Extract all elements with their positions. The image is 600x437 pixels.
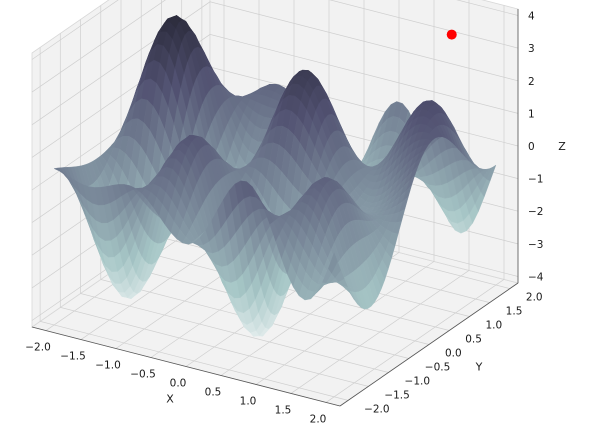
- z-grid-line: [31, 34, 519, 158]
- z-tick-label: −3: [528, 239, 543, 251]
- z-tick-label: 2: [528, 76, 535, 88]
- x-axis-label: X: [166, 393, 174, 406]
- x-tick-label: 0.5: [205, 386, 222, 398]
- y-grid-line: [100, 5, 409, 359]
- x-axis-line: [31, 326, 341, 407]
- y-axis-label: Y: [475, 361, 483, 374]
- x-grid-line: [290, 0, 470, 394]
- y-tick-label: 0.0: [445, 348, 462, 360]
- z-tick-label: 4: [528, 11, 535, 23]
- y-tick-label: −0.5: [425, 361, 451, 373]
- tick-labels: −2.0−1.5−1.0−0.50.00.51.01.52.0−2.0−1.5−…: [25, 11, 544, 426]
- x-grid-line: [325, 5, 505, 403]
- y-tick-label: −1.0: [405, 375, 431, 387]
- surface-mesh: [53, 15, 497, 337]
- peak-marker: [446, 29, 457, 40]
- z-tick-label: −4: [528, 271, 544, 283]
- peak-marker-layer: [446, 29, 457, 40]
- y-tick-label: 1.0: [485, 320, 502, 332]
- surface-facet: [328, 252, 338, 274]
- y-grid-line: [80, 19, 389, 373]
- z-tick-label: −2: [528, 206, 543, 218]
- y-tick-label: 0.5: [465, 334, 482, 346]
- x-tick-label: 2.0: [310, 413, 327, 425]
- z-tick-label: 1: [528, 108, 535, 120]
- x-tick-label: −1.5: [60, 351, 86, 363]
- z-grid-line: [31, 0, 519, 60]
- y-tick-label: 2.0: [526, 292, 543, 304]
- x-tick-label: 0.0: [170, 378, 187, 390]
- x-grid-line: [255, 0, 435, 385]
- z-axis-label: Z: [558, 140, 566, 153]
- y-tick-label: −2.0: [364, 403, 390, 415]
- z-grid-line: [31, 1, 519, 126]
- x-tick-label: −0.5: [130, 369, 156, 381]
- y-axis-line: [339, 282, 519, 407]
- y-grid-line: [59, 33, 369, 387]
- y-grid-line: [39, 47, 349, 401]
- z-grid-line: [31, 0, 519, 93]
- y-tick-label: 1.5: [506, 306, 523, 318]
- x-tick-label: 1.5: [275, 404, 292, 416]
- y-tick-label: −1.5: [384, 389, 410, 401]
- z-tick-label: 3: [528, 43, 535, 55]
- z-tick-label: −1: [528, 174, 543, 186]
- z-tick-label: 0: [528, 141, 535, 153]
- x-tick-label: −2.0: [25, 342, 51, 354]
- x-grid-line: [220, 0, 400, 376]
- x-tick-label: 1.0: [240, 395, 257, 407]
- x-tick-label: −1.0: [95, 360, 121, 372]
